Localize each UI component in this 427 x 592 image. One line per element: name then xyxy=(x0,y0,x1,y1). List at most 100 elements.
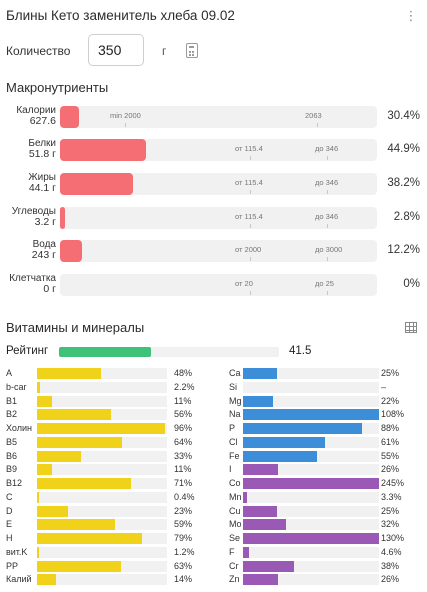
macro-amount: 0 г xyxy=(43,283,56,295)
mineral-percent: 130% xyxy=(381,533,405,543)
mineral-bar-fill xyxy=(243,423,362,434)
macro-max-tick xyxy=(327,257,328,261)
macro-bar-fill xyxy=(60,240,83,262)
mineral-label: Mn xyxy=(229,491,242,502)
mineral-bar-fill xyxy=(243,368,277,379)
kebab-menu-icon[interactable]: ⋮ xyxy=(404,8,418,23)
macro-percent: 12.2% xyxy=(387,244,420,256)
vitamin-bar-fill xyxy=(37,505,68,517)
mineral-bar xyxy=(243,368,379,379)
macro-name: Калории xyxy=(16,105,56,116)
macro-label: Углеводы 3.2 г xyxy=(4,206,56,228)
mineral-bar-fill xyxy=(243,436,326,448)
vitamin-bar-fill xyxy=(37,450,81,462)
mineral-bar-fill xyxy=(243,560,295,572)
mineral-bar xyxy=(243,409,379,421)
mineral-label: Mo xyxy=(229,519,242,530)
macro-bar-fill xyxy=(60,207,65,229)
mineral-bar-fill xyxy=(243,450,318,462)
vitamin-bar-fill xyxy=(37,574,56,586)
vitamin-label: B1 xyxy=(6,395,18,406)
macro-label: Вода 243 г xyxy=(4,239,56,261)
vitamin-label: B9 xyxy=(6,464,18,475)
macro-name: Жиры xyxy=(28,172,56,183)
macro-percent: 2.8% xyxy=(393,211,420,223)
vitamin-bar-fill xyxy=(37,381,40,393)
macro-min-hint: min 2000 xyxy=(110,111,141,120)
mineral-percent: 61% xyxy=(381,436,400,447)
vitamin-percent: 1.2% xyxy=(174,546,195,557)
macro-bar-fill xyxy=(60,139,146,161)
macro-min-tick xyxy=(250,257,251,261)
vitamin-bar xyxy=(37,533,167,544)
mineral-bar xyxy=(243,560,379,572)
vitamin-label: B6 xyxy=(6,450,18,461)
vitamin-bar-fill xyxy=(37,368,101,379)
macro-max-hint: 2063 xyxy=(305,111,322,120)
macro-max-hint: до 346 xyxy=(315,212,339,221)
vitamin-bar xyxy=(37,491,167,503)
calculator-icon[interactable] xyxy=(186,43,198,58)
mineral-percent: 25% xyxy=(381,368,400,378)
page-title: Блины Кето заменитель хлеба 09.02 xyxy=(6,8,235,23)
macro-max-tick xyxy=(327,190,328,194)
vitamin-percent: 14% xyxy=(174,574,193,585)
vitamin-bar xyxy=(37,560,167,572)
table-grid-icon[interactable] xyxy=(405,322,417,333)
macro-name: Углеводы xyxy=(11,206,56,217)
vitamins-title: Витамины и минералы xyxy=(6,320,145,335)
mineral-bar xyxy=(243,478,379,489)
macro-percent: 0% xyxy=(403,278,420,290)
macro-max-tick xyxy=(327,291,328,295)
mineral-bar xyxy=(243,464,379,476)
rating-bar xyxy=(59,347,279,357)
vitamin-bar-fill xyxy=(37,409,112,421)
vitamin-bar-fill xyxy=(37,395,52,407)
vitamin-bar xyxy=(37,409,167,421)
vitamin-bar-fill xyxy=(37,423,165,434)
vitamin-label: B5 xyxy=(6,436,18,447)
macro-min-tick xyxy=(250,190,251,194)
quantity-label: Количество xyxy=(6,44,71,58)
mineral-percent: 26% xyxy=(381,464,400,475)
vitamin-percent: 48% xyxy=(174,368,193,378)
mineral-label: Co xyxy=(229,478,241,488)
vitamin-label: B2 xyxy=(6,409,18,420)
mineral-label: Cr xyxy=(229,560,239,571)
rating-label: Рейтинг xyxy=(6,345,49,357)
quantity-input[interactable]: 350 xyxy=(88,34,144,66)
mineral-bar-fill xyxy=(243,505,277,517)
vitamin-bar xyxy=(37,519,167,531)
macro-bar: от 115.4 до 346 xyxy=(60,139,377,161)
vitamin-bar-fill xyxy=(37,560,121,572)
rating-bar-fill xyxy=(59,347,152,357)
mineral-bar xyxy=(243,546,379,558)
mineral-bar xyxy=(243,491,379,503)
macro-bar: от 2000 до 3000 xyxy=(60,240,377,262)
mineral-bar xyxy=(243,505,379,517)
macro-label: Жиры 44.1 г xyxy=(4,172,56,194)
mineral-bar-fill xyxy=(243,519,287,531)
mineral-label: Mg xyxy=(229,395,242,406)
vitamin-percent: 33% xyxy=(174,450,193,461)
mineral-label: Fe xyxy=(229,450,240,461)
mineral-percent: 245% xyxy=(381,478,405,488)
vitamin-bar xyxy=(37,464,167,476)
vitamin-label: вит.K xyxy=(6,546,28,557)
macro-label: Клетчатка 0 г xyxy=(4,273,56,295)
mineral-label: Cl xyxy=(229,436,238,447)
vitamin-label: D xyxy=(6,505,13,516)
macro-name: Вода xyxy=(32,239,56,250)
vitamin-bar xyxy=(37,436,167,448)
vitamin-percent: 23% xyxy=(174,505,193,516)
vitamin-percent: 71% xyxy=(174,478,193,488)
mineral-percent: 55% xyxy=(381,450,400,461)
macro-name: Клетчатка xyxy=(9,273,56,284)
mineral-label: I xyxy=(229,464,232,475)
macro-min-tick xyxy=(250,291,251,295)
macro-amount: 243 г xyxy=(31,249,56,261)
vitamin-label: PP xyxy=(6,560,19,571)
macro-max-hint: до 346 xyxy=(315,178,339,187)
macro-min-tick xyxy=(125,123,126,127)
vitamin-bar-fill xyxy=(37,478,132,489)
